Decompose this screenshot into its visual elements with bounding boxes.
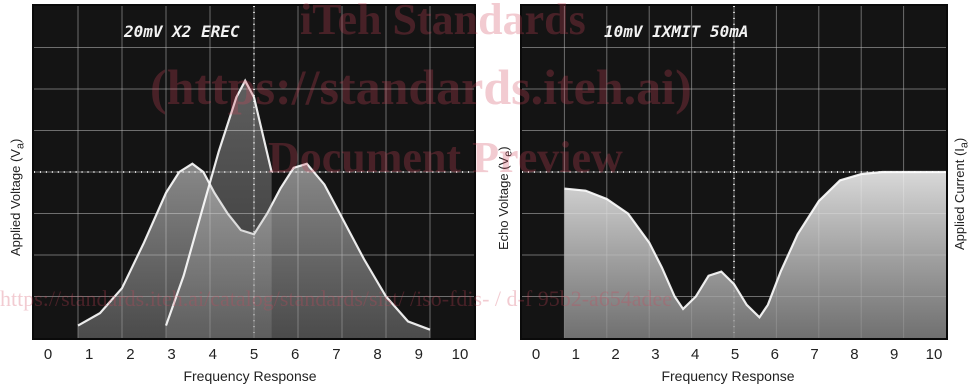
- series-1-area: [166, 80, 272, 338]
- x-tick-label: 10: [925, 346, 943, 363]
- series-0-area: [564, 172, 946, 338]
- x-tick-label: 6: [770, 346, 779, 363]
- trace-plot-right: [522, 6, 946, 338]
- scope-header-left: 20mV X2 EREC: [124, 22, 240, 41]
- x-axis-label-right: Frequency Response: [661, 368, 795, 384]
- y-axis-label-secondary: Applied Current (Ia): [952, 138, 971, 250]
- chart-left: Applied Voltage (Va) 20mV X2 EREC 0 1 2 3 4 5…: [0, 0, 480, 387]
- x-tick-label: 2: [126, 346, 135, 363]
- scope-header-right: 10mV IXMIT 50mA: [604, 22, 749, 41]
- x-tick-label: 4: [691, 346, 700, 363]
- y-axis-label-left: Applied Voltage (Va): [8, 139, 27, 256]
- y-axis-label-right-text: Echo Voltage (V: [496, 156, 511, 250]
- y-axis-label-right-close: ): [496, 146, 511, 151]
- y-axis-label-secondary-close: ): [952, 137, 967, 143]
- x-tick-label: 1: [85, 346, 94, 363]
- y-axis-label-right: Echo Voltage (Ve): [496, 146, 515, 250]
- x-tick-label: 5: [249, 346, 259, 363]
- x-tick-label: 2: [611, 346, 620, 363]
- x-tick-label: 7: [332, 346, 341, 363]
- oscilloscope-screen-left: 20mV X2 EREC: [32, 4, 476, 340]
- x-tick-label: 3: [167, 346, 176, 363]
- x-tick-label: 3: [651, 346, 660, 363]
- trace-plot-left: [34, 6, 474, 338]
- x-tick-label: 8: [850, 346, 859, 363]
- x-tick-label: 8: [373, 346, 382, 363]
- series-0-line: [564, 170, 946, 319]
- x-tick-label: 0: [531, 346, 541, 363]
- y-axis-label-left-text: Applied Voltage (V: [8, 149, 23, 256]
- series-1-line: [164, 78, 273, 326]
- x-tick-label: 0: [43, 346, 53, 363]
- x-tick-label: 6: [291, 346, 300, 363]
- x-tick-label: 9: [890, 346, 899, 363]
- x-tick-label: 4: [208, 346, 217, 363]
- chart-right: Echo Voltage (Ve) 10mV IXMIT 50mA Applie…: [488, 0, 976, 387]
- y-axis-label-right-sub: e: [502, 150, 515, 157]
- y-axis-label-left-close: ): [8, 138, 23, 143]
- x-axis-label-left: Frequency Response: [183, 368, 317, 384]
- x-tick-label: 1: [571, 346, 580, 363]
- y-axis-label-secondary-text: Applied Current (I: [952, 148, 967, 250]
- x-tick-label: 5: [730, 346, 740, 363]
- x-tick-label: 10: [451, 346, 469, 363]
- oscilloscope-screen-right: 10mV IXMIT 50mA: [520, 4, 948, 340]
- x-tick-label: 9: [414, 346, 423, 363]
- y-axis-label-secondary-sub: a: [958, 142, 971, 149]
- y-axis-label-left-sub: a: [14, 143, 27, 150]
- x-tick-label: 7: [810, 346, 819, 363]
